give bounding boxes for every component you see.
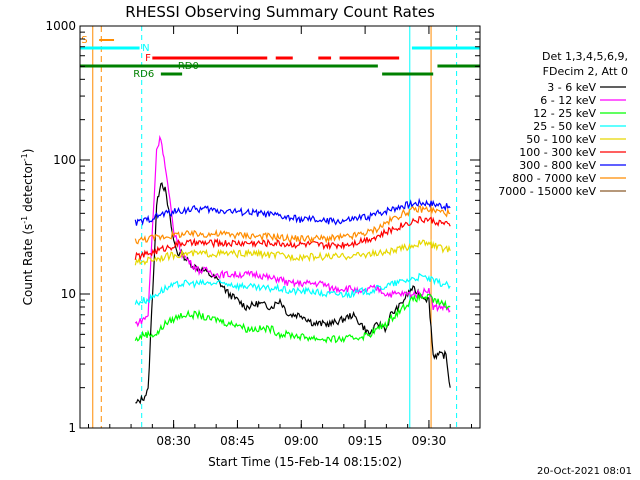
x-tick-label-2: 09:00 — [284, 434, 319, 448]
rd6-flag-label: RD6 — [133, 69, 154, 80]
series-line-1 — [134, 134, 451, 328]
legend-label-2: 12 - 25 keV — [533, 107, 596, 120]
x-tick-label-4: 09:30 — [412, 434, 447, 448]
rd0-flag-label: RD0 — [178, 61, 199, 72]
legend-label-4: 50 - 100 keV — [526, 133, 596, 146]
saa-flag-label: S — [81, 35, 87, 46]
series-line-0 — [135, 182, 451, 405]
legend-label-7: 800 - 7000 keV — [512, 172, 596, 185]
plot-frame — [79, 25, 481, 429]
legend-header-2: FDecim 2, Att 0 — [543, 65, 628, 78]
legend-label-6: 300 - 800 keV — [519, 159, 596, 172]
legend-label-1: 6 - 12 keV — [540, 94, 596, 107]
flare-flag-label: F — [145, 53, 151, 64]
x-axis: 08:30 08:45 09:00 09:15 09:30 — [88, 26, 472, 448]
series-line-7 — [134, 205, 451, 245]
legend-label-5: 100 - 300 keV — [519, 146, 596, 159]
x-tick-label-0: 08:30 — [156, 434, 191, 448]
legend-header-1: Det 1,3,4,5,6,9, — [542, 50, 628, 63]
legend-label-8: 7000 - 15000 keV — [498, 185, 596, 198]
x-tick-label-3: 09:15 — [348, 434, 383, 448]
series-line-6 — [134, 197, 451, 226]
series-line-5 — [134, 215, 451, 262]
y-axis-label: Count Rate (s-1 detector-1) — [20, 149, 35, 306]
y-tick-label-2: 10 — [61, 287, 76, 301]
series-line-4 — [134, 239, 451, 266]
x-tick-label-1: 08:45 — [220, 434, 255, 448]
chart-title: RHESSI Observing Summary Count Rates — [125, 3, 435, 21]
timestamp: 20-Oct-2021 08:01 — [537, 466, 632, 477]
y-axis: 1000 100 10 1 — [45, 19, 480, 435]
series-layer — [134, 134, 451, 405]
series-line-2 — [134, 292, 451, 344]
legend-label-3: 25 - 50 keV — [533, 120, 596, 133]
series-line-3 — [134, 272, 451, 306]
y-tick-label-0: 1000 — [45, 19, 76, 33]
x-axis-label: Start Time (15-Feb-14 08:15:02) — [208, 455, 402, 469]
flag-layer: S NF RD0 RD6 — [80, 26, 480, 428]
legend: Det 1,3,4,5,6,9, FDecim 2, Att 0 3 - 6 k… — [498, 50, 628, 198]
legend-label-0: 3 - 6 keV — [547, 81, 596, 94]
y-tick-label-1: 100 — [53, 153, 76, 167]
night-flag-label: N — [142, 43, 149, 54]
y-tick-label-3: 1 — [68, 421, 76, 435]
